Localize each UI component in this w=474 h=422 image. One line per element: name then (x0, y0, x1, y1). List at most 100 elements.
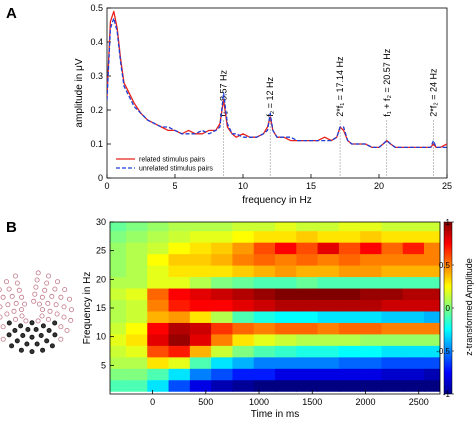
heatmap-cell (232, 222, 255, 232)
heatmap-cell (317, 368, 340, 381)
electrode-dot (38, 332, 44, 338)
electrode-dot (6, 286, 12, 292)
heatmap-cell (232, 310, 255, 323)
heatmap-cell (424, 242, 440, 255)
heatmap-cell (232, 368, 255, 381)
heatmap-cell (125, 299, 148, 312)
electrode-dot (32, 291, 38, 297)
electrode-dot (44, 280, 50, 286)
heatmap-cell (381, 356, 404, 369)
heatmap-cell (275, 322, 297, 335)
heatmap-cell (168, 345, 191, 358)
heatmap-cell (275, 230, 297, 243)
electrode-dot (23, 318, 29, 324)
colorbar-tick-label: -1 (443, 390, 451, 399)
heatmap-cell (253, 265, 276, 278)
electrode-dot (9, 293, 15, 299)
b-y-tick-label: 25 (96, 246, 106, 256)
electrode-dot (19, 313, 25, 319)
heatmap-cell (189, 287, 212, 300)
heatmap-cell (253, 299, 276, 312)
a-x-tick-label: 20 (374, 181, 384, 191)
heatmap-cell (338, 310, 361, 323)
a-y-tick-label: 0.5 (90, 3, 103, 13)
heatmap-cell (360, 345, 383, 358)
b-x-tick-label: 2000 (355, 397, 375, 407)
heatmap-cell (211, 379, 234, 392)
heatmap-cell (189, 253, 212, 266)
heatmap-cell (296, 222, 319, 232)
heatmap-cell (147, 379, 170, 392)
heatmap-cell (147, 333, 170, 346)
heatmap-cell (360, 299, 383, 312)
heatmap-cell (232, 333, 255, 346)
heatmap-cell (402, 345, 425, 358)
heatmap-cell (168, 356, 191, 369)
panel-a-plot-frame (106, 7, 448, 179)
annotation-label: f₂ = 12 Hz (265, 77, 275, 117)
heatmap-cell (275, 287, 297, 300)
heatmap-cell (125, 265, 148, 278)
heatmap-cell (125, 276, 148, 289)
heatmap-cell (110, 287, 127, 300)
heatmap-cell (275, 299, 297, 312)
electrode-dot (18, 347, 24, 353)
electrode-dot (61, 314, 67, 320)
heatmap-cell (275, 379, 297, 392)
heatmap-cell (360, 230, 383, 243)
electrode-dot (68, 317, 74, 323)
heatmap-cell (253, 356, 276, 369)
heatmap-cell (317, 333, 340, 346)
heatmap-cell (424, 276, 440, 289)
panel-a-line-chart: 0 5 10 15 20 25 00.10.20.30.40.5 f₁ = 8.57 Hz… (74, 3, 452, 206)
heatmap-cell (110, 379, 127, 392)
heatmap-cell (338, 287, 361, 300)
heatmap-cell (168, 222, 191, 232)
heatmap-cell (360, 356, 383, 369)
heatmap-cell (317, 222, 340, 232)
heatmap-cell (168, 253, 191, 266)
heatmap-cell (338, 265, 361, 278)
heatmap-cell (296, 230, 319, 243)
electrode-dot (12, 273, 18, 279)
heatmap-cell (424, 322, 440, 335)
electrode-dot (13, 300, 19, 306)
heatmap-cell (125, 287, 148, 300)
heatmap-cell (402, 299, 425, 312)
electrode-dot (4, 311, 10, 317)
heatmap-cell (338, 379, 361, 392)
heatmap-cell (360, 287, 383, 300)
electrode-dot (29, 320, 35, 326)
heatmap-cell (125, 379, 148, 392)
heatmap-cell (275, 253, 297, 266)
panel-a-x-ticks: 0 5 10 15 20 25 (104, 174, 452, 191)
electrode-dot (0, 294, 6, 300)
electrode-dot (5, 302, 11, 308)
heatmap-cell (253, 276, 276, 289)
heatmap-cells (110, 222, 440, 392)
electrode-dot (14, 338, 20, 344)
heatmap-cell (360, 253, 383, 266)
a-y-tick-label: 0 (98, 173, 103, 183)
heatmap-cell (110, 230, 127, 243)
heatmap-cell (296, 299, 319, 312)
electrode-dot (49, 343, 55, 349)
heatmap-cell (296, 322, 319, 335)
electrode-dot (40, 347, 46, 353)
a-x-tick-label: 5 (172, 181, 177, 191)
electrode-dot (0, 287, 2, 292)
heatmap-cell (402, 368, 425, 381)
heatmap-cell (317, 253, 340, 266)
a-x-tick-label: 10 (238, 181, 248, 191)
b-y-tick-label: 15 (96, 303, 106, 313)
heatmap-cell (253, 242, 276, 255)
heatmap-cell (211, 230, 234, 243)
annotation-label: 2*f₁ = 17.14 Hz (335, 56, 345, 117)
heatmap-cell (360, 310, 383, 323)
electrode-dot (67, 296, 73, 302)
heatmap-cell (360, 368, 383, 381)
electrode-dot (39, 294, 45, 300)
heatmap-cell (402, 276, 425, 289)
heatmap-cell (424, 368, 440, 381)
